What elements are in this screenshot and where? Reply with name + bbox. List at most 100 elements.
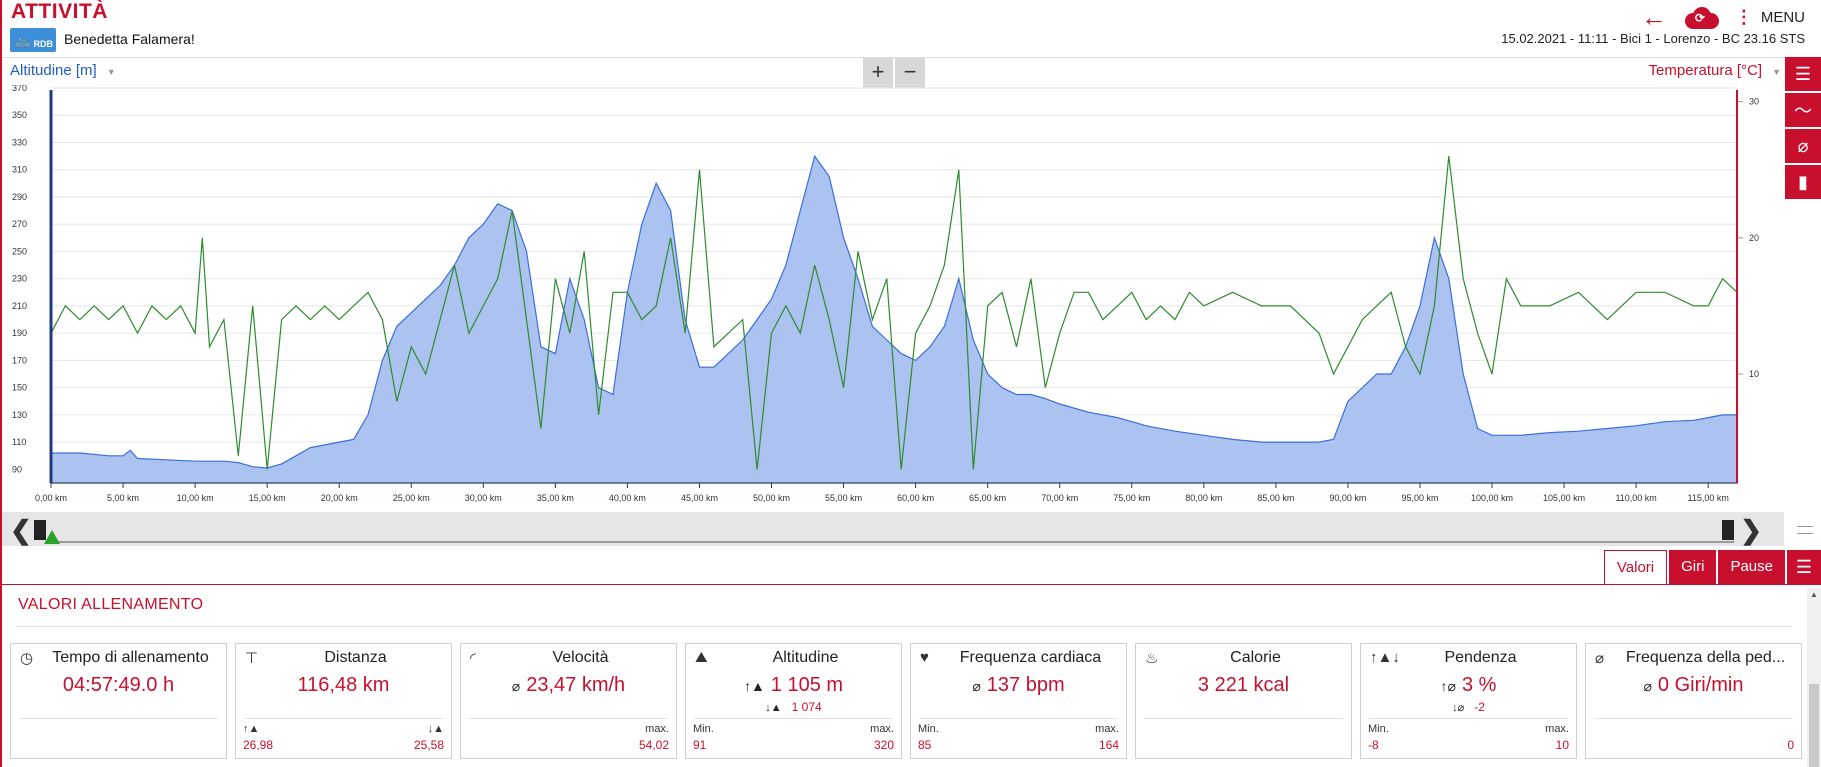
values-tabs: Valori Giri Pause <box>1602 550 1785 584</box>
average-icon[interactable]: ⌀ <box>1785 129 1821 163</box>
list-view-icon[interactable]: ☰ <box>1785 57 1821 91</box>
zoom-out-button[interactable]: − <box>895 58 925 88</box>
card-distance: ⊤ Distanza 116,48 km ↑▲ 26,98 ↓▲ 25,58 <box>235 643 452 759</box>
y-left-tick-label: 270 <box>12 219 27 229</box>
session-info: 15.02.2021 - 11:11 - Bici 1 - Lorenzo - … <box>1501 31 1805 46</box>
min-altitude: Min. 91 <box>693 723 714 752</box>
slider-end-handle[interactable] <box>1722 520 1734 540</box>
x-tick-label: 10,00 km <box>177 493 214 503</box>
max-heart-rate: max. 164 <box>1095 723 1119 752</box>
card-calories: ♨ Calorie 3 221 kcal <box>1135 643 1352 759</box>
uphill-distance: ↑▲ 26,98 <box>243 723 274 752</box>
cloud-sync-icon[interactable]: ⟳ <box>1681 5 1721 29</box>
x-tick-label: 85,00 km <box>1257 493 1294 503</box>
logo-text: RDB <box>33 39 54 49</box>
uphill-icon: ↑▲ <box>243 723 260 735</box>
page-title: ATTIVITÀ <box>11 0 108 23</box>
section-title: VALORI ALLENAMENTO <box>18 596 204 613</box>
x-tick-label: 0,00 km <box>35 493 67 503</box>
user-name: Benedetta Falamera! <box>64 31 195 47</box>
card-main-value: 116,48 km <box>297 674 390 696</box>
menu-button[interactable]: ⋮ MENU <box>1734 7 1805 27</box>
card-title: Altitudine <box>772 649 839 666</box>
x-tick-label: 105,00 km <box>1543 493 1585 503</box>
kebab-icon: ⋮ <box>1734 7 1753 27</box>
card-sub-value: ↓⌀ -2 <box>1452 700 1485 714</box>
slider-start-handle[interactable] <box>34 520 46 540</box>
card-main-value: 04:57:49.0 h <box>62 674 175 696</box>
tab-giri[interactable]: Giri <box>1669 550 1717 584</box>
gradient-icon: ↑▲↓ <box>1370 649 1400 666</box>
x-tick-label: 115,00 km <box>1687 493 1728 503</box>
y-right-tick-label: 10 <box>1749 369 1759 379</box>
max-cadence: 0 <box>1787 738 1794 752</box>
card-main-value: ⌀ 23,47 km/h <box>511 674 626 696</box>
header-divider <box>2 57 1821 58</box>
x-tick-label: 45,00 km <box>681 493 718 503</box>
line-chart-icon[interactable]: 〜 <box>1785 93 1821 127</box>
right-axis-selector[interactable]: Temperatura [°C] ▼ <box>1649 62 1781 79</box>
x-tick-label: 35,00 km <box>537 493 574 503</box>
x-tick-label: 65,00 km <box>969 493 1006 503</box>
card-main-value: ⌀ 0 Giri/min <box>1643 674 1744 696</box>
slider-right-arrow-icon[interactable]: ❯ <box>1740 515 1762 545</box>
right-axis-label: Temperatura [°C] <box>1648 62 1763 79</box>
y-left-tick-label: 90 <box>12 464 22 474</box>
clock-icon: ◷ <box>20 650 34 667</box>
card-title: Velocità <box>552 649 609 666</box>
y-left-tick-label: 210 <box>12 301 27 311</box>
scrollbar-thumb[interactable] <box>1809 684 1819 767</box>
x-tick-label: 30,00 km <box>465 493 502 503</box>
brand-logo: 🚲 RDB <box>10 28 56 52</box>
y-right-tick-label: 20 <box>1749 233 1759 243</box>
card-title: Pendenza <box>1444 649 1517 666</box>
card-title: Tempo di allenamento <box>52 649 209 666</box>
chart-side-toolbar: ☰ 〜 ⌀ ▮ <box>1785 57 1821 201</box>
bar-chart-icon[interactable]: ▮ <box>1785 165 1821 199</box>
range-slider[interactable]: ❮ ❯ <box>2 512 1784 546</box>
card-title: Distanza <box>324 649 387 666</box>
y-left-tick-label: 310 <box>12 165 27 175</box>
bike-icon: 🚲 <box>14 32 32 48</box>
card-title: Frequenza cardiaca <box>959 649 1102 666</box>
tab-valori[interactable]: Valori <box>1603 550 1668 584</box>
min-gradient: Min. -8 <box>1368 723 1389 752</box>
card-main-value: ↑⌀ 3 % <box>1440 674 1497 696</box>
left-y-axis: 90 110 130 150 170 190 210 230 250 270 290 310 330 35… <box>12 85 27 474</box>
resize-grip-icon[interactable] <box>1797 526 1813 534</box>
card-main-value: ↑▲ 1 105 m <box>743 674 844 696</box>
x-tick-label: 25,00 km <box>393 493 430 503</box>
back-arrow-icon[interactable]: ← <box>1640 2 1667 32</box>
downhill-icon: ↓▲ <box>427 723 444 735</box>
slider-position-marker[interactable] <box>44 530 60 544</box>
cadence-icon: ⌀ <box>1595 650 1605 667</box>
temperature-line <box>50 156 1738 470</box>
zoom-in-button[interactable]: + <box>863 58 893 88</box>
card-heart-rate: ♥ Frequenza cardiaca ⌀ 137 bpm Min. 85 max… <box>910 643 1127 759</box>
y-left-tick-label: 150 <box>12 383 27 393</box>
max-altitude: max. 320 <box>870 723 894 752</box>
y-left-tick-label: 190 <box>12 328 27 338</box>
list-options-icon[interactable]: ☰ <box>1787 550 1821 584</box>
right-y-axis: 10 20 30 <box>1737 97 1759 379</box>
scroll-up-icon[interactable]: ▲ <box>1810 590 1818 599</box>
x-tick-label: 55,00 km <box>825 493 862 503</box>
vertical-scrollbar[interactable]: ▲ <box>1807 588 1821 767</box>
card-title: Frequenza della ped... <box>1625 649 1786 666</box>
tab-pause[interactable]: Pause <box>1718 550 1785 584</box>
signpost-icon: ⊤ <box>245 650 259 667</box>
card-gradient: ↑▲↓ Pendenza ↑⌀ 3 % ↓⌀ -2 Min. -8 max. 10 <box>1360 643 1577 759</box>
x-tick-label: 20,00 km <box>321 493 358 503</box>
x-tick-label: 80,00 km <box>1185 493 1222 503</box>
slider-left-arrow-icon[interactable]: ❮ <box>10 515 32 545</box>
caret-down-icon: ▼ <box>1772 67 1781 77</box>
tabs-divider <box>2 584 1821 585</box>
heart-icon: ♥ <box>920 649 929 666</box>
min-heart-rate: Min. 85 <box>918 723 939 752</box>
left-accent-line <box>0 0 2 767</box>
left-axis-selector[interactable]: Altitudine [m] ▼ <box>10 62 116 79</box>
section-divider <box>16 626 1791 627</box>
altitude-temperature-chart[interactable]: 90 110 130 150 170 190 210 230 250 270 290 310 330 35… <box>0 85 1780 510</box>
flame-icon: ♨ <box>1145 650 1159 667</box>
slider-track <box>47 541 1734 543</box>
